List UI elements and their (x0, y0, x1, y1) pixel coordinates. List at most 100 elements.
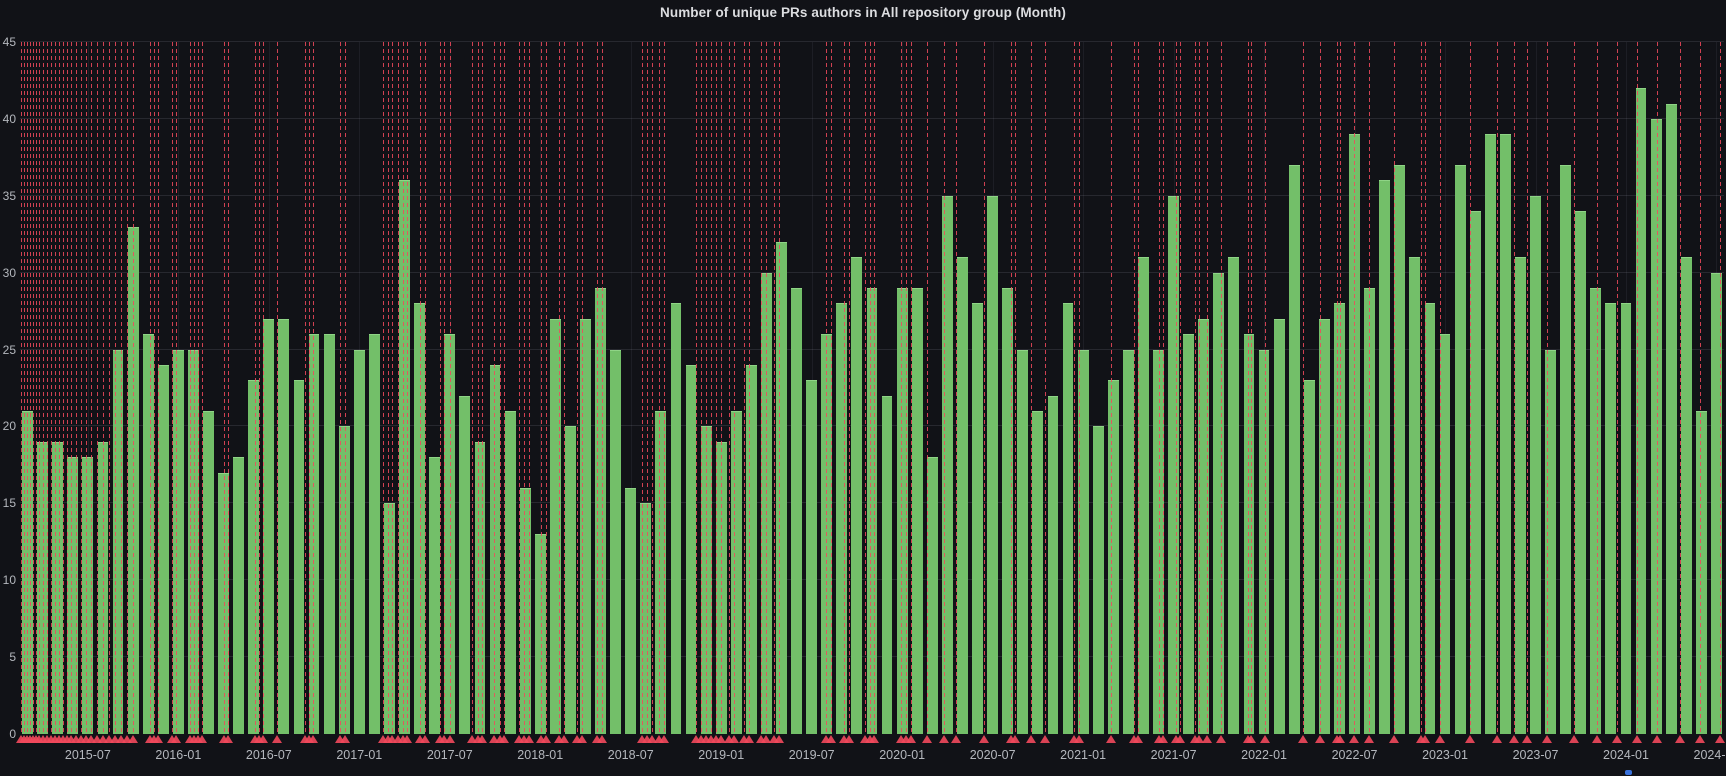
bar[interactable] (745, 364, 757, 734)
annotation-marker-icon[interactable] (900, 735, 911, 743)
annotation-marker-icon[interactable] (1715, 735, 1726, 743)
bar[interactable] (836, 303, 848, 734)
annotation-marker-icon[interactable] (524, 735, 535, 743)
bar[interactable] (1499, 134, 1511, 734)
bar[interactable] (1409, 257, 1421, 734)
annotation-marker-icon[interactable] (654, 735, 665, 743)
bar[interactable] (1469, 211, 1481, 734)
annotation-marker-icon[interactable] (1193, 735, 1204, 743)
annotation-marker-icon[interactable] (115, 735, 126, 743)
annotation-marker-icon[interactable] (307, 735, 318, 743)
annotation-marker-icon[interactable] (659, 735, 670, 743)
annotation-marker-icon[interactable] (820, 735, 831, 743)
annotation-marker-icon[interactable] (103, 735, 114, 743)
bar[interactable] (1002, 288, 1014, 734)
bar[interactable] (655, 411, 667, 734)
bar[interactable] (1062, 303, 1074, 734)
bar[interactable] (1273, 318, 1285, 734)
bar[interactable] (549, 318, 561, 734)
bar[interactable] (1590, 288, 1602, 734)
annotation-marker-icon[interactable] (1592, 735, 1603, 743)
annotation-marker-icon[interactable] (1542, 735, 1553, 743)
bar[interactable] (534, 534, 546, 734)
bar[interactable] (82, 457, 94, 734)
bar[interactable] (1711, 272, 1722, 734)
bar[interactable] (37, 441, 49, 734)
bar[interactable] (112, 349, 124, 734)
annotation-marker-icon[interactable] (906, 735, 917, 743)
bar[interactable] (1243, 334, 1255, 734)
annotation-marker-icon[interactable] (196, 735, 207, 743)
bar[interactable] (957, 257, 968, 734)
bar[interactable] (278, 318, 290, 734)
bar[interactable] (1424, 303, 1436, 734)
bar[interactable] (700, 426, 712, 734)
bar[interactable] (610, 349, 622, 734)
annotation-marker-icon[interactable] (222, 735, 233, 743)
bar[interactable] (640, 503, 652, 734)
bar[interactable] (1198, 318, 1210, 734)
bar[interactable] (1183, 334, 1195, 734)
bar[interactable] (881, 395, 893, 734)
annotation-marker-icon[interactable] (978, 735, 989, 743)
bar[interactable] (1394, 165, 1406, 734)
bar[interactable] (1168, 195, 1179, 734)
annotation-marker-icon[interactable] (1569, 735, 1580, 743)
bar[interactable] (1620, 303, 1632, 734)
bar[interactable] (625, 487, 637, 734)
annotation-marker-icon[interactable] (402, 735, 413, 743)
annotation-marker-icon[interactable] (744, 735, 755, 743)
bar[interactable] (564, 426, 576, 734)
bar[interactable] (233, 457, 245, 734)
bar[interactable] (926, 457, 938, 734)
annotation-marker-icon[interactable] (577, 735, 588, 743)
bar[interactable] (1650, 118, 1662, 734)
annotation-marker-icon[interactable] (950, 735, 961, 743)
annotation-marker-icon[interactable] (1174, 735, 1185, 743)
annotation-marker-icon[interactable] (761, 735, 772, 743)
bar[interactable] (1695, 411, 1707, 734)
annotation-marker-icon[interactable] (843, 735, 854, 743)
bar[interactable] (1017, 349, 1029, 734)
bar[interactable] (353, 349, 365, 734)
annotation-marker-icon[interactable] (921, 735, 932, 743)
annotation-marker-icon[interactable] (444, 735, 455, 743)
annotation-marker-icon[interactable] (1509, 735, 1520, 743)
annotation-marker-icon[interactable] (339, 735, 350, 743)
bar[interactable] (459, 395, 471, 734)
bar[interactable] (1228, 257, 1240, 734)
panel-title[interactable]: Number of unique PRs authors in All repo… (660, 5, 1066, 20)
bar[interactable] (1665, 103, 1677, 734)
bar[interactable] (1213, 272, 1225, 734)
annotation-marker-icon[interactable] (121, 735, 132, 743)
annotation-marker-icon[interactable] (826, 735, 837, 743)
bar[interactable] (1258, 349, 1270, 734)
annotation-marker-icon[interactable] (559, 735, 570, 743)
bar[interactable] (1122, 349, 1134, 734)
bar[interactable] (1635, 88, 1647, 734)
annotation-marker-icon[interactable] (1420, 735, 1431, 743)
annotation-marker-icon[interactable] (554, 735, 565, 743)
bar[interactable] (1439, 334, 1451, 734)
annotation-marker-icon[interactable] (91, 735, 102, 743)
annotation-marker-icon[interactable] (499, 735, 510, 743)
annotation-marker-icon[interactable] (1073, 735, 1084, 743)
annotation-marker-icon[interactable] (1675, 735, 1686, 743)
legend-dot[interactable] (1625, 770, 1632, 775)
bar[interactable] (1334, 303, 1345, 734)
bar[interactable] (1153, 349, 1164, 734)
bar[interactable] (203, 411, 214, 734)
bar[interactable] (157, 364, 169, 734)
annotation-marker-icon[interactable] (109, 735, 120, 743)
bar[interactable] (474, 441, 486, 734)
bar[interactable] (263, 318, 275, 734)
annotation-marker-icon[interactable] (439, 735, 450, 743)
bar[interactable] (941, 195, 953, 734)
bar[interactable] (1032, 411, 1044, 734)
bar[interactable] (1545, 349, 1556, 734)
annotation-marker-icon[interactable] (257, 735, 268, 743)
bar[interactable] (218, 472, 229, 734)
annotation-marker-icon[interactable] (1389, 735, 1400, 743)
bar[interactable] (730, 411, 742, 734)
bar[interactable] (685, 364, 697, 734)
